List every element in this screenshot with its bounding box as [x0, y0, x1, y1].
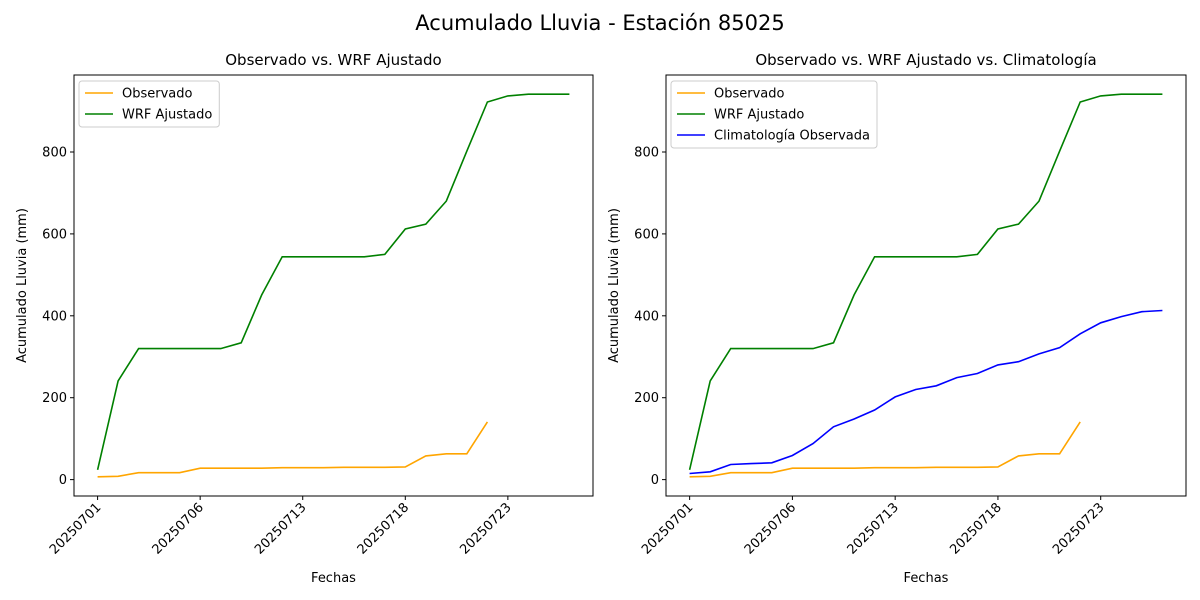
y-tick-label: 600 [634, 227, 659, 242]
axes-frame [665, 74, 1187, 497]
x-tick-label: 20250723 [1050, 500, 1107, 557]
series-line [689, 421, 1081, 478]
y-tick-label: 200 [634, 391, 659, 406]
x-tick-label: 20250718 [355, 500, 412, 557]
legend-frame [78, 80, 220, 128]
y-tick-label: 600 [42, 227, 67, 242]
legend-label: Climatología Observada [714, 129, 870, 144]
axes-frame [73, 74, 594, 497]
x-tick-label: 20250701 [47, 500, 104, 557]
series-line [689, 309, 1163, 475]
x-tick-label: 20250713 [845, 500, 902, 557]
x-tick-label: 20250723 [457, 500, 514, 557]
y-tick-label: 400 [42, 309, 67, 324]
x-tick-label: 20250718 [947, 500, 1004, 557]
subplot-title: Observado vs. WRF Ajustado vs. Climatolo… [755, 51, 1096, 69]
y-axis-label: Acumulado Lluvia (mm) [15, 208, 30, 363]
series-line [96, 93, 570, 470]
x-tick-label: 20250713 [252, 500, 309, 557]
legend-frame [670, 80, 878, 149]
y-axis-label: Acumulado Lluvia (mm) [607, 208, 622, 363]
y-tick-label: 0 [651, 473, 659, 488]
legend: Observado WRF Ajustado [78, 80, 220, 128]
legend-label: Observado [122, 87, 193, 102]
series-line [688, 93, 1163, 470]
legend-label: WRF Ajustado [714, 108, 804, 123]
y-tick-label: 800 [634, 145, 659, 160]
x-tick-label: 20250701 [639, 500, 696, 557]
y-tick-label: 200 [42, 391, 67, 406]
y-tick-label: 400 [634, 309, 659, 324]
subplot-title: Observado vs. WRF Ajustado [225, 51, 441, 69]
series-line [97, 421, 489, 478]
x-axis-label: Fechas [311, 571, 356, 586]
legend: Observado WRF Ajustado Climatología Observ… [670, 80, 878, 149]
y-tick-label: 800 [42, 145, 67, 160]
x-tick-label: 20250706 [150, 500, 207, 557]
figure-title: Acumulado Lluvia - Estación 85025 [415, 11, 784, 35]
x-tick-label: 20250706 [742, 500, 799, 557]
x-axis-label: Fechas [904, 571, 949, 586]
legend-label: Observado [714, 87, 785, 102]
legend-label: WRF Ajustado [122, 108, 212, 123]
y-tick-label: 0 [59, 473, 67, 488]
